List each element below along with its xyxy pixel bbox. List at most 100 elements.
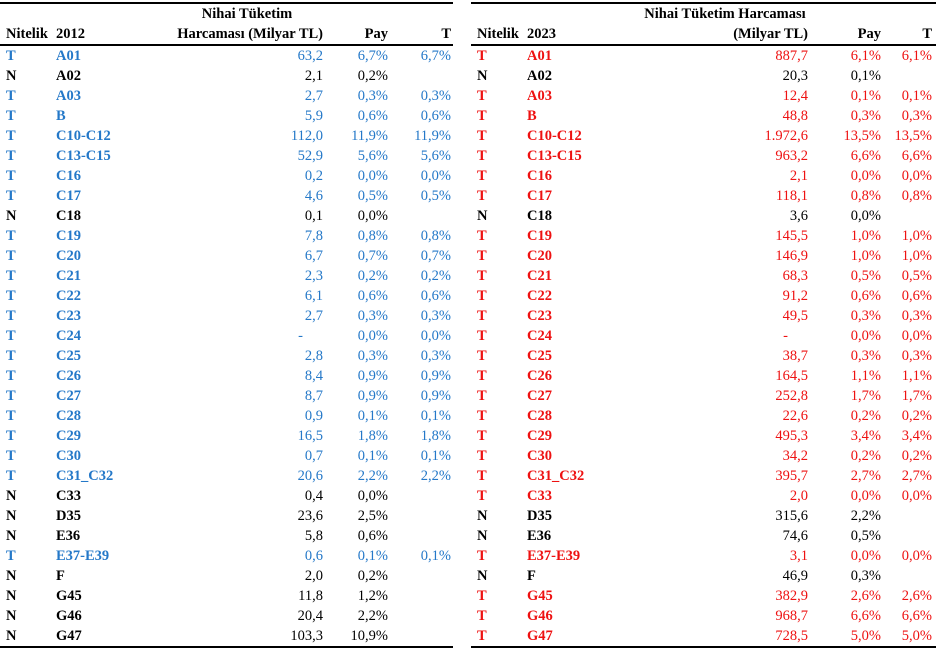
code-cell: G46: [527, 608, 553, 624]
t-cell: [388, 626, 453, 646]
code-cell: E37-E39: [527, 548, 581, 564]
code-cell: C27: [56, 388, 81, 404]
code-cell: G45: [527, 588, 553, 604]
value-cell: 2,1: [789, 168, 808, 184]
pay-cell: 0,9%: [357, 388, 388, 404]
nitelik-cell: T: [477, 368, 487, 384]
code-cell: C24: [527, 328, 552, 344]
code-cell: E36: [56, 528, 81, 544]
pay-cell: 0,3%: [850, 568, 881, 584]
table-2023-header: Nitelik 2023 Nihai Tüketim Harcaması (Mi…: [471, 4, 936, 46]
table-row: T C25 2,8 0,3% 0,3%: [0, 346, 453, 366]
pay-cell: 0,0%: [357, 168, 388, 184]
pay-cell: 0,5%: [850, 528, 881, 544]
nitelik-cell: T: [477, 488, 487, 504]
t-cell: 0,1%: [420, 448, 451, 464]
value-cell: 1.972,6: [764, 128, 809, 144]
pay-cell: 0,0%: [850, 208, 881, 224]
nitelik-cell: N: [477, 568, 488, 584]
nitelik-cell: T: [477, 408, 487, 424]
pay-cell: 0,0%: [850, 548, 881, 564]
t-cell: [388, 526, 453, 546]
t-cell: [881, 506, 936, 526]
table-row: T C30 34,2 0,2% 0,2%: [471, 446, 936, 466]
col-header-value: Nihai Tüketim Harcaması (Milyar TL): [642, 4, 808, 44]
table-row: T C29 16,5 1,8% 1,8%: [0, 426, 453, 446]
code-cell: A01: [56, 48, 81, 64]
table-row: T C26 164,5 1,1% 1,1%: [471, 366, 936, 386]
code-cell: A02: [56, 68, 81, 84]
code-cell: C20: [56, 248, 81, 264]
t-cell: 5,6%: [420, 148, 451, 164]
pay-cell: 0,1%: [357, 408, 388, 424]
table-row: N G45 11,8 1,2%: [0, 586, 453, 606]
code-cell: C29: [527, 428, 552, 444]
pay-cell: 2,6%: [850, 588, 881, 604]
pay-cell: 0,7%: [357, 248, 388, 264]
col-header-year-2012: 2012: [56, 26, 85, 42]
nitelik-cell: T: [6, 108, 16, 124]
nitelik-cell: T: [477, 248, 487, 264]
table-row: T A03 2,7 0,3% 0,3%: [0, 86, 453, 106]
code-cell: C24: [56, 328, 81, 344]
pay-cell: 0,1%: [357, 448, 388, 464]
nitelik-cell: T: [477, 428, 487, 444]
nitelik-cell: T: [477, 608, 487, 624]
value-cell: 2,0: [304, 568, 323, 584]
code-cell: C18: [56, 208, 81, 224]
pay-cell: 2,2%: [357, 468, 388, 484]
code-cell: C33: [56, 488, 81, 504]
value-cell: 11,8: [298, 588, 323, 604]
table-row: T E37-E39 0,6 0,1% 0,1%: [0, 546, 453, 566]
value-cell: 20,6: [297, 468, 323, 484]
code-cell: C19: [527, 228, 552, 244]
t-cell: [388, 66, 453, 86]
value-cell: 49,5: [782, 308, 808, 324]
pay-cell: 0,0%: [357, 328, 388, 344]
code-cell: C28: [56, 408, 81, 424]
nitelik-cell: T: [477, 308, 487, 324]
col-header-nitelik: Nitelik: [6, 26, 48, 42]
value-cell: 7,8: [304, 228, 323, 244]
pay-cell: 0,8%: [357, 228, 388, 244]
table-2012-body: T A01 63,2 6,7% 6,7% N A02 2,1 0,2% T A03 2,7 0,3% 0,…: [0, 46, 453, 646]
code-cell: C20: [527, 248, 552, 264]
code-cell: C19: [56, 228, 81, 244]
pay-cell: 0,0%: [850, 488, 881, 504]
pay-cell: 0,1%: [850, 88, 881, 104]
value-cell: 20,3: [782, 68, 808, 84]
t-cell: [388, 606, 453, 626]
code-cell: F: [56, 568, 65, 584]
pay-cell: 0,3%: [850, 108, 881, 124]
code-cell: C16: [527, 168, 552, 184]
value-cell: 0,9: [304, 408, 323, 424]
nitelik-cell: T: [477, 48, 487, 64]
value-cell: 4,6: [304, 188, 323, 204]
nitelik-cell: N: [6, 628, 17, 644]
value-cell: 118,1: [775, 188, 808, 204]
code-cell: G47: [527, 628, 553, 644]
table-row: T C25 38,7 0,3% 0,3%: [471, 346, 936, 366]
code-cell: C31_C32: [56, 468, 114, 484]
t-cell: 0,6%: [901, 288, 932, 304]
t-cell: 0,1%: [901, 88, 932, 104]
t-cell: 11,9%: [414, 128, 451, 144]
value-cell: 22,6: [782, 408, 808, 424]
pay-cell: 0,6%: [357, 288, 388, 304]
pay-cell: 0,0%: [357, 208, 388, 224]
table-row: T G47 728,5 5,0% 5,0%: [471, 626, 936, 646]
t-cell: 0,1%: [420, 548, 451, 564]
nitelik-cell: N: [6, 528, 17, 544]
t-cell: 3,4%: [901, 428, 932, 444]
t-cell: 0,3%: [420, 308, 451, 324]
t-cell: [881, 566, 936, 586]
table-row: T C16 0,2 0,0% 0,0%: [0, 166, 453, 186]
nitelik-cell: T: [6, 468, 16, 484]
table-row: N F 46,9 0,3%: [471, 566, 936, 586]
nitelik-cell: T: [477, 128, 487, 144]
value-cell: 46,9: [782, 568, 808, 584]
nitelik-cell: T: [6, 548, 16, 564]
code-cell: C18: [527, 208, 552, 224]
pay-cell: 5,6%: [357, 148, 388, 164]
code-cell: C23: [527, 308, 552, 324]
